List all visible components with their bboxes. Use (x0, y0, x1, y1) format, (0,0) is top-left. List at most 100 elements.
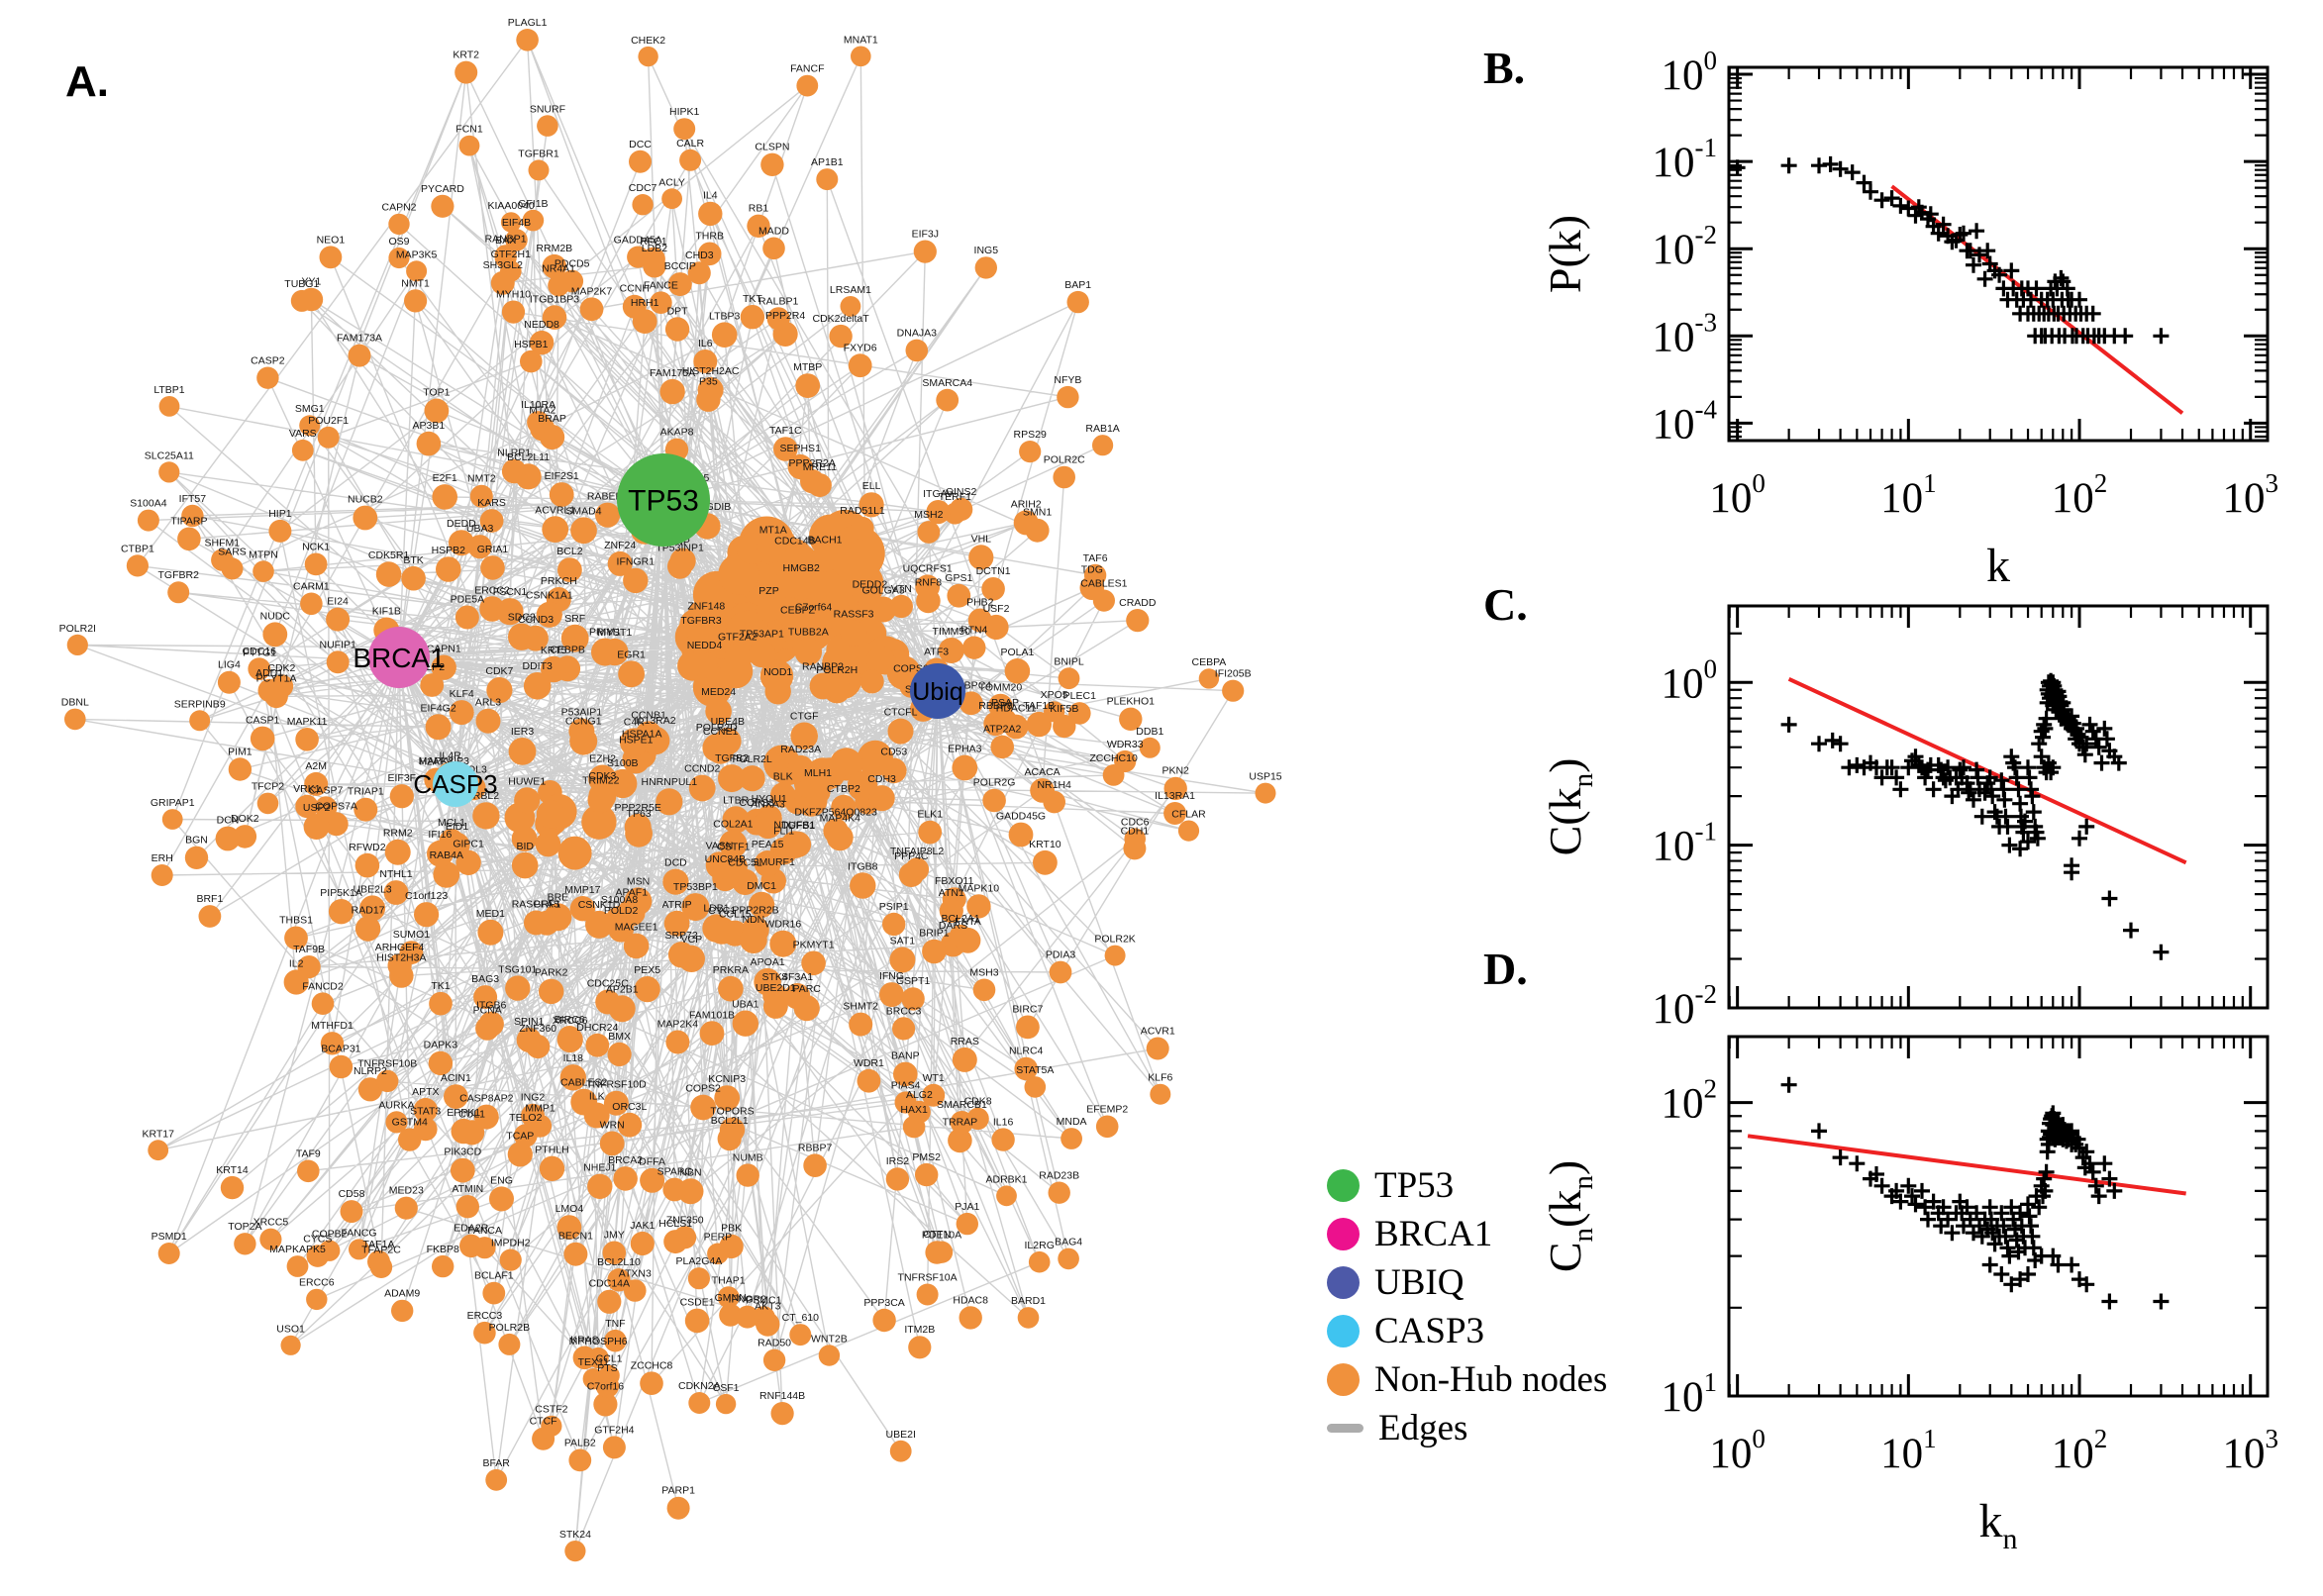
network-node (607, 1268, 631, 1292)
network-node-label: PCNA (473, 1005, 502, 1017)
network-node (1222, 679, 1245, 702)
network-node-label: LIG4 (218, 659, 241, 671)
network-node (532, 1427, 556, 1450)
network-node-label: NEO1 (317, 235, 346, 247)
network-node-label: ALG2 (906, 1089, 933, 1101)
ppi-network: CEBPZ VRK1 GTF2A2 POLR2I POLR2K TAF1B CABLES2 P… (59, 17, 1282, 1562)
network-node-label: TGFBR1 (518, 149, 559, 160)
network-node (475, 708, 501, 734)
network-node (542, 305, 567, 330)
network-node-label: PTS (597, 1362, 617, 1374)
network-node (922, 939, 947, 964)
network-node-label: TNFAIP8L2 (890, 846, 944, 857)
network-node (522, 209, 545, 232)
network-node-label: MTBP (793, 361, 822, 373)
network-node (811, 546, 839, 572)
network-node-label: RNF144B (759, 1390, 805, 1402)
network-node (936, 388, 960, 412)
network-node (329, 1054, 354, 1079)
network-node-label: EIF3J (912, 229, 939, 241)
network-node-label: HRH1 (631, 297, 659, 309)
network-node-label: A2M (305, 760, 327, 772)
network-node-label: ZNF360 (519, 1023, 556, 1035)
tick-labels: 100 10-1 10-2 10-3 10-4 100 101 102 103 (1653, 46, 2278, 522)
network-node-label: NBN (679, 1166, 701, 1178)
network-node-label: PKN2 (1162, 765, 1189, 777)
network-node-label: CDC5L (728, 857, 762, 869)
network-node-label: EIF3F (388, 772, 417, 784)
network-node (560, 269, 584, 293)
network-node-label: GRIA1 (477, 544, 509, 555)
network-node-label: NUCB2 (348, 494, 383, 506)
network-node (766, 307, 790, 331)
network-node-label: PLEKHO1 (1107, 696, 1156, 708)
network-node-label: STK24 (559, 1529, 591, 1541)
network-node (542, 516, 569, 543)
network-node-label: RTN4 (960, 625, 987, 637)
network-node-label: CCL1 (596, 1353, 623, 1365)
network-node-label: CCND3 (518, 614, 554, 626)
network-node (974, 256, 997, 279)
network-node-label: ING5 (974, 245, 999, 256)
network-node (829, 324, 853, 349)
network-node-label: SMN1 (1023, 507, 1052, 519)
network-node (719, 1303, 743, 1327)
network-node-label: RANBP1 (485, 233, 527, 245)
network-node (872, 1308, 896, 1333)
network-node-label: ARIH2 (1011, 498, 1042, 510)
network-node (1019, 441, 1042, 463)
network-node-label: TAF9B (293, 944, 325, 955)
network-node-label: BLK (773, 770, 793, 782)
network-node (669, 548, 696, 574)
network-node (659, 378, 685, 405)
network-node-label: POLR2G (973, 777, 1016, 789)
network-node-label: CASP2 (251, 354, 285, 366)
network-node (454, 605, 479, 630)
network-node-label: CTBP2 (827, 783, 860, 795)
network-node (632, 194, 654, 216)
network-node (477, 919, 504, 946)
network-node-label: AURKA (378, 1099, 414, 1111)
network-node (640, 1167, 665, 1193)
network-node-label: WDR16 (764, 919, 801, 931)
network-node-label: MRE11 (803, 461, 837, 473)
network-node (436, 556, 461, 582)
network-node (469, 484, 493, 508)
network-node-label: RFWD2 (349, 842, 385, 853)
network-node (663, 910, 690, 937)
network-node-label: PERP (704, 1232, 733, 1244)
plot-frame (1727, 1035, 2270, 1398)
network-node-label: AKAP8 (660, 427, 694, 439)
network-node (406, 260, 428, 282)
network-node (724, 643, 752, 670)
network-node-label: VRK1 (293, 783, 321, 795)
network-node-label: RAD50 (758, 1338, 791, 1349)
network-node-label: TNFRSF10B (357, 1058, 417, 1070)
network-node (736, 1305, 759, 1329)
network-node (211, 549, 234, 571)
network-node-label: FCN1 (455, 124, 483, 136)
network-node-label: TCAP (506, 1130, 534, 1142)
network-node-label: GFI1B (518, 198, 548, 210)
network-node-label: BRIP1 (919, 928, 950, 940)
network-node-label: JAK1 (630, 1220, 655, 1232)
network-node (918, 820, 943, 845)
network-node (916, 1283, 939, 1306)
network-node (181, 504, 204, 528)
network-node (968, 545, 994, 570)
network-node-label: S100A4 (130, 498, 167, 510)
x-tick-label: 103 (2222, 468, 2278, 522)
network-node-label: PRKRA (713, 964, 749, 976)
network-node-label: RBBP8 (978, 700, 1013, 712)
network-node-label: CAPN1 (427, 644, 461, 655)
legend-item-casp3: CASP3 (1327, 1312, 1607, 1349)
network-node-label: JMY (604, 1230, 625, 1242)
network-node (66, 634, 88, 656)
network-node (688, 1392, 711, 1414)
network-node-label: TIPARP (170, 515, 207, 527)
network-node-label: DMC1 (747, 880, 776, 892)
network-node-label: CTCFL (884, 707, 918, 719)
network-node (642, 726, 670, 755)
network-node (564, 1541, 586, 1562)
